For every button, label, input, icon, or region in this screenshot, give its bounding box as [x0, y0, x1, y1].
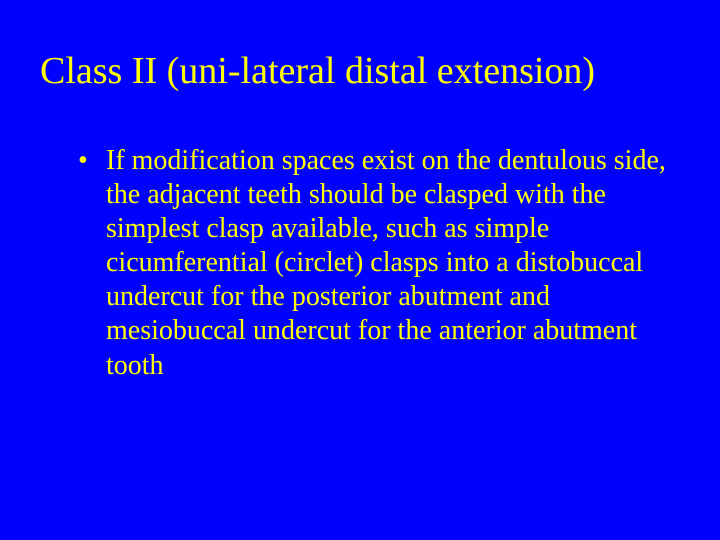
slide: Class II (uni-lateral distal extension) … [0, 0, 720, 540]
list-item: If modification spaces exist on the dent… [78, 144, 682, 383]
slide-body: If modification spaces exist on the dent… [38, 144, 682, 383]
slide-title: Class II (uni-lateral distal extension) [38, 50, 682, 94]
bullet-list: If modification spaces exist on the dent… [78, 144, 682, 383]
